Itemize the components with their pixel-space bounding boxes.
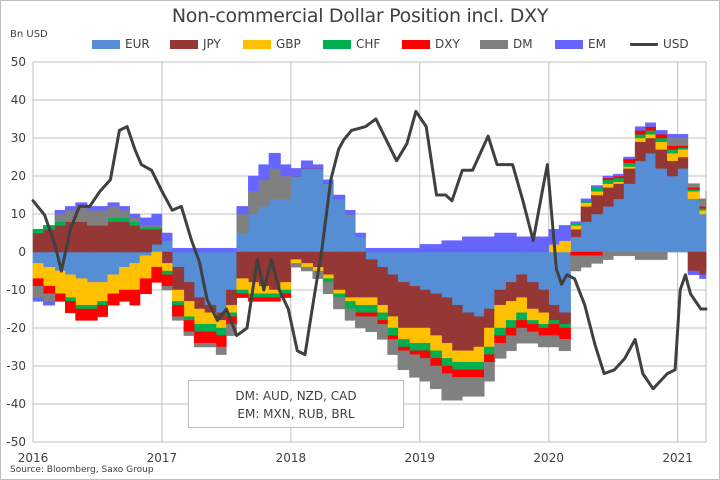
- y-tick-label: -40: [6, 397, 26, 411]
- y-tick-label: 30: [11, 131, 26, 145]
- legend-label-usd: USD: [663, 37, 689, 51]
- x-tick-label: 2019: [405, 451, 436, 465]
- legend-swatch-chf: [323, 39, 351, 49]
- line-usd: [31, 109, 708, 391]
- legend-swatch-jpy: [170, 39, 198, 49]
- legend-item-gbp: GBP: [243, 37, 301, 51]
- x-tick-label: 2021: [662, 451, 693, 465]
- legend-swatch-dxy: [402, 39, 430, 49]
- legend-item-chf: CHF: [323, 37, 380, 51]
- y-tick-label: -20: [6, 321, 26, 335]
- legend-swatch-gbp: [243, 39, 271, 49]
- y-tick-label: 40: [11, 93, 26, 107]
- y-tick-label: -30: [6, 359, 26, 373]
- chart-title: Non-commercial Dollar Position incl. DXY: [171, 5, 549, 27]
- legend-item-dxy: DXY: [402, 37, 460, 51]
- y-tick-label: 50: [11, 55, 26, 69]
- legend-swatch-dm: [480, 39, 508, 49]
- annotation-em: EM: MXN, RUB, BRL: [237, 407, 355, 421]
- x-axis-ticks: 2016 2017 2018 2019 2020 2021: [18, 451, 693, 465]
- annotation-box: DM: AUD, NZD, CAD EM: MXN, RUB, BRL: [188, 380, 404, 428]
- legend-swatch-eur: [92, 39, 120, 49]
- y-tick-label: -50: [6, 435, 26, 449]
- x-tick-label: 2016: [18, 451, 49, 465]
- x-tick-label: 2020: [533, 451, 564, 465]
- x-tick-label: 2017: [147, 451, 178, 465]
- y-tick-label: 0: [18, 245, 26, 259]
- legend-label-gbp: GBP: [276, 37, 301, 51]
- legend-label-dm: DM: [513, 37, 533, 51]
- legend-label-jpy: JPY: [203, 37, 221, 51]
- annotation-dm: DM: AUD, NZD, CAD: [235, 389, 357, 403]
- usd-line-layer: [31, 109, 708, 391]
- legend-swatch-usd: [630, 42, 658, 46]
- y-axis-unit-label: Bn USD: [10, 29, 48, 40]
- y-tick-label: 10: [11, 207, 26, 221]
- legend-item-jpy: JPY: [170, 37, 221, 51]
- legend-item-em: EM: [555, 37, 606, 51]
- legend-item-usd: USD: [630, 37, 689, 51]
- legend-label-eur: EUR: [125, 37, 150, 51]
- x-tick-label: 2018: [276, 451, 307, 465]
- legend-swatch-em: [555, 39, 583, 49]
- legend-label-em: EM: [588, 37, 606, 51]
- legend-label-chf: CHF: [356, 37, 381, 51]
- y-axis-ticks: 50 40 30 20 10 0 -10 -20 -30 -40 -50: [6, 55, 26, 449]
- legend-item-dm: DM: [480, 37, 533, 51]
- y-tick-label: -10: [6, 283, 26, 297]
- source-note: Source: Bloomberg, Saxo Group: [10, 465, 154, 475]
- stacked-areas: [32, 122, 707, 401]
- legend-item-eur: EUR: [92, 37, 150, 51]
- y-tick-label: 20: [11, 169, 26, 183]
- legend-label-dxy: DXY: [435, 37, 460, 51]
- legend: EUR JPY GBP CHF DXY DM EM USD: [0, 37, 720, 53]
